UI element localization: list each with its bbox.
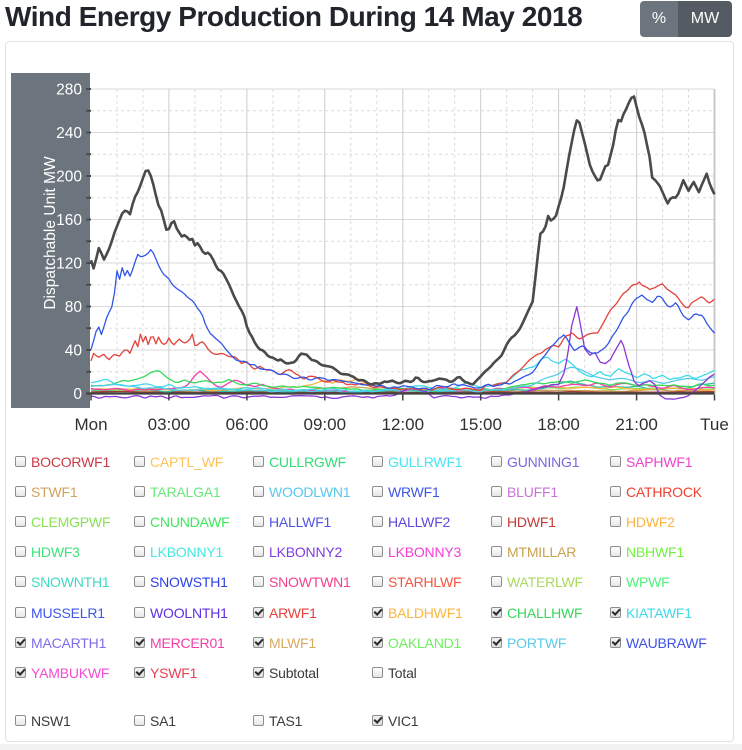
svg-text:240: 240 xyxy=(56,125,82,142)
svg-text:15:00: 15:00 xyxy=(459,415,502,434)
svg-text:Mon: Mon xyxy=(74,415,107,434)
svg-text:Tue: Tue xyxy=(700,415,729,434)
svg-text:80: 80 xyxy=(65,299,83,316)
svg-text:200: 200 xyxy=(56,168,82,185)
svg-text:06:00: 06:00 xyxy=(226,415,269,434)
svg-text:Dispatchable Unit MW: Dispatchable Unit MW xyxy=(42,156,59,310)
svg-text:160: 160 xyxy=(56,212,82,229)
svg-text:0: 0 xyxy=(73,386,82,403)
svg-text:18:00: 18:00 xyxy=(537,415,580,434)
svg-text:120: 120 xyxy=(56,255,82,272)
svg-text:21:00: 21:00 xyxy=(615,415,658,434)
svg-text:280: 280 xyxy=(56,81,82,98)
svg-text:09:00: 09:00 xyxy=(304,415,347,434)
svg-text:12:00: 12:00 xyxy=(382,415,425,434)
svg-text:40: 40 xyxy=(65,342,83,359)
svg-text:03:00: 03:00 xyxy=(148,415,191,434)
